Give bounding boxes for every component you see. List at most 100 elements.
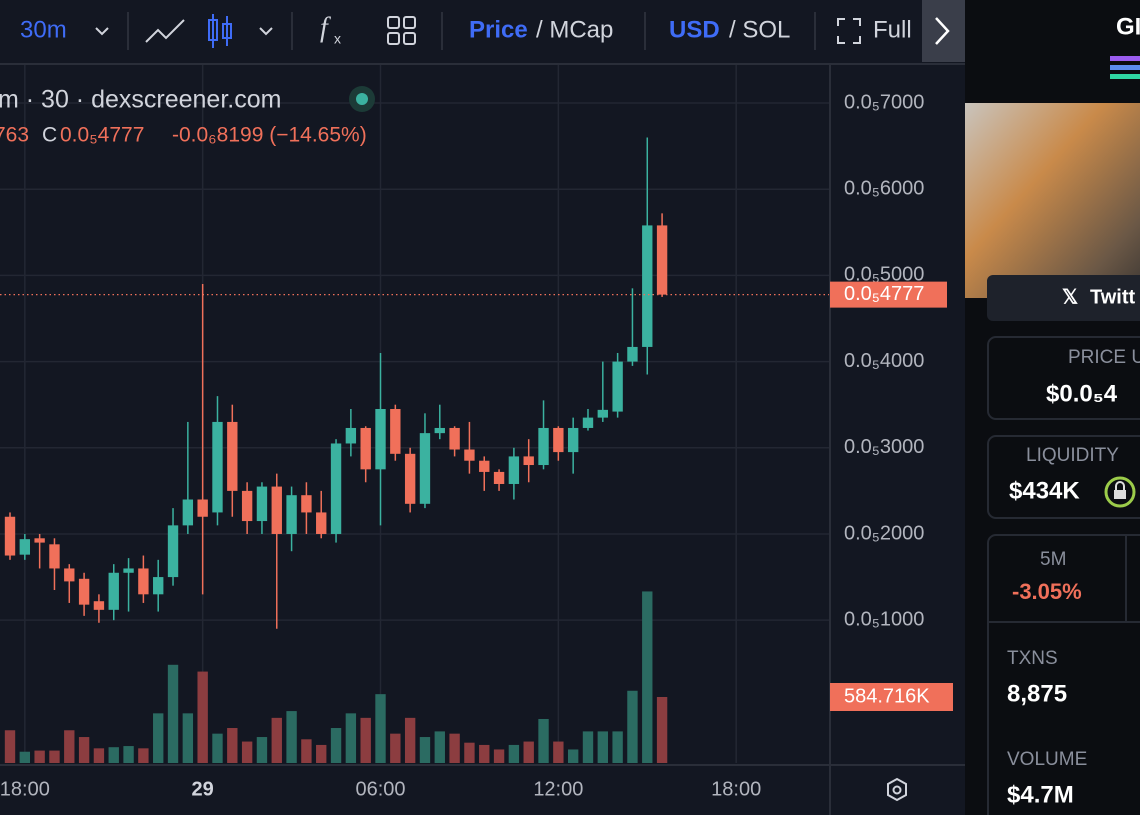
txns-label: TXNS [1007, 648, 1058, 669]
line-icon[interactable] [145, 19, 185, 43]
mcap-toggle[interactable]: / MCap [536, 16, 613, 43]
candle-body [390, 409, 401, 454]
volume-bar [508, 744, 520, 763]
lock-icon [1104, 476, 1136, 508]
volume-bar [4, 730, 16, 763]
volume-bar [523, 741, 534, 763]
candle-body [567, 427, 579, 453]
marks [0, 137, 830, 763]
fullscreen-icon[interactable] [837, 18, 861, 44]
x-tick-label: 18:00 [711, 778, 761, 800]
last-price-label: 0.0₅4777 [844, 283, 924, 305]
twitter-label[interactable]: Twitt [1090, 286, 1136, 308]
volume-bar [404, 717, 416, 763]
volume-bar [567, 749, 579, 763]
y-tick-label: 0.0₅4000 [844, 350, 924, 372]
y-tick-label: 0.0₅3000 [844, 436, 924, 458]
settings-icon[interactable] [892, 785, 902, 795]
candle-body [493, 471, 505, 484]
candle-body [271, 486, 282, 534]
volume-bar [493, 749, 505, 763]
y-tick-label: 0.0₅6000 [844, 177, 924, 199]
volume-bar [286, 711, 297, 763]
lock-icon [1115, 481, 1125, 490]
candle-body [479, 460, 490, 472]
status-dot [356, 93, 368, 105]
candle-body [153, 577, 164, 595]
y-tick-label: 0.0₅5000 [844, 264, 924, 286]
sol-toggle[interactable]: / SOL [729, 16, 790, 43]
volume-bar [227, 728, 238, 763]
y-tick-label: 0.0₅1000 [844, 608, 924, 630]
volume-bar [182, 713, 194, 763]
volume-bar [64, 730, 75, 763]
txns: 8,875 [1007, 680, 1067, 707]
candle-body [404, 453, 416, 504]
volume-bar [449, 733, 460, 763]
chevron[interactable] [259, 27, 273, 36]
stats-card [987, 534, 1140, 815]
volume-bar [108, 747, 119, 763]
candle-body [642, 225, 653, 347]
candle-body [123, 568, 134, 573]
volume-bar [78, 737, 90, 763]
volume-bar [301, 739, 312, 763]
liquidity-card [987, 435, 1140, 519]
volume-bar [390, 733, 401, 763]
candle-body [316, 512, 327, 534]
volume-bar [19, 751, 31, 763]
twitter-button[interactable] [987, 275, 1140, 321]
candle-body [538, 427, 549, 466]
fx-icon[interactable]: x [334, 31, 341, 47]
candle-body [241, 490, 253, 522]
candle-body [419, 433, 431, 504]
ohlc-c: C [42, 124, 57, 147]
volume-bar [464, 742, 475, 763]
interval[interactable]: 30m [20, 16, 67, 43]
volume-bar [375, 694, 386, 763]
last-volume-label: 584.716K [844, 685, 930, 707]
candle-body [108, 572, 119, 610]
candle-body [464, 449, 475, 461]
volume-bar [34, 750, 45, 763]
usd-toggle[interactable]: USD [669, 16, 720, 43]
candle-body [508, 456, 520, 484]
volume-bar [316, 744, 327, 763]
x-tick-label: 06:00 [355, 778, 405, 800]
period-label[interactable]: 5M [1040, 549, 1066, 570]
price-toggle[interactable]: Price [469, 16, 528, 43]
volume-bar [330, 728, 342, 763]
x-tick-label: 12:00 [533, 778, 583, 800]
volume-bar [434, 731, 445, 763]
candle-body [34, 538, 45, 543]
scroll-button[interactable] [922, 0, 965, 62]
fullscreen[interactable]: Full [873, 16, 912, 43]
volume-bar [241, 741, 253, 763]
liquidity: $434K [1009, 477, 1080, 504]
fx-icon[interactable]: f [320, 12, 331, 43]
token-name: GI [1116, 13, 1140, 40]
volume-bar [197, 671, 208, 763]
layout-icon[interactable] [387, 16, 416, 45]
candle-body [256, 486, 268, 522]
candle-icon[interactable] [208, 14, 232, 48]
settings-icon[interactable] [887, 777, 907, 802]
ohlc-close: 0.0₅4777 [60, 124, 144, 147]
arrow [935, 17, 950, 45]
ohlc-prev: 763 [0, 124, 29, 147]
price-usd: $0.0₅4 [1046, 380, 1118, 407]
candle-body [330, 443, 342, 534]
chevron[interactable] [95, 27, 109, 36]
candle-body [182, 499, 194, 526]
candle-body [523, 456, 534, 466]
volume-bar [345, 713, 357, 763]
candle-body [627, 346, 638, 362]
volume-bar [627, 690, 638, 763]
candle-body [286, 495, 297, 534]
ohlc-change: -0.0₆8199 (−14.65%) [172, 124, 367, 147]
last-price-tag [830, 281, 947, 308]
volume-bar [597, 731, 608, 763]
candle-body [227, 421, 238, 491]
candle-body [19, 539, 31, 555]
